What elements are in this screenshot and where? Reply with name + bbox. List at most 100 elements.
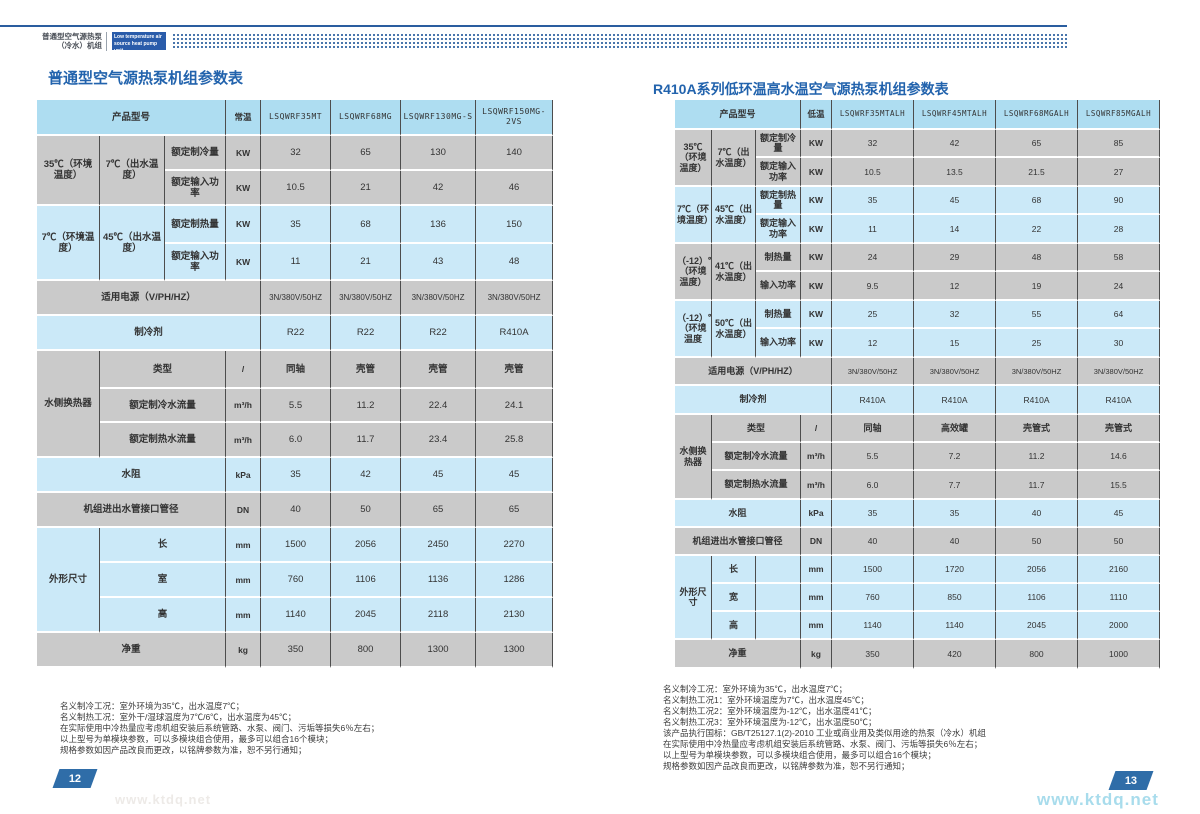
row-label: 机组进出水管接口管径 — [37, 493, 227, 528]
model-header: LSQWRF35MT — [261, 100, 332, 136]
model-header: LSQWRF85MGALH — [1078, 100, 1160, 130]
group-label: （-12）℃（环境温度） — [675, 244, 712, 301]
value-cell: 14 — [914, 215, 996, 244]
value-cell: 1110 — [1078, 584, 1160, 612]
value-cell: 2056 — [996, 556, 1078, 584]
value-cell: 40 — [261, 493, 332, 528]
row-label: 额定制热量 — [756, 187, 801, 215]
group-label: 水侧换热器 — [675, 415, 712, 500]
table-row: （-12）℃（环境温度 50℃（出水温度） 制热量 KW 25 32 55 64 — [675, 301, 1160, 358]
spacer-cell — [756, 556, 801, 584]
value-cell: 6.0 — [832, 471, 914, 500]
model-header: LSQWRF35MTALH — [832, 100, 914, 130]
table-row: 额定制热水流量 m³/h 6.0 7.7 11.7 15.5 — [675, 471, 1160, 500]
unit-cell: kPa — [226, 458, 262, 493]
unit-cell: KW — [226, 171, 262, 206]
value-cell: 10.5 — [261, 171, 332, 206]
page-number-right: 13 — [1108, 771, 1154, 790]
right-table-title: R410A系列低环温高水温空气源热泵机组参数表 — [653, 81, 949, 97]
row-label: 净重 — [675, 640, 801, 669]
value-cell: 1500 — [261, 528, 332, 563]
value-cell: 2160 — [1078, 556, 1160, 584]
value-cell: 150 — [476, 206, 554, 244]
value-cell: 40 — [832, 528, 914, 556]
table-row: 外形尺寸 长 mm 1500 1720 2056 2160 — [675, 556, 1160, 640]
group-label: 7℃（出水温度） — [712, 130, 756, 187]
value-cell: 50 — [1078, 528, 1160, 556]
unit-cell: KW — [801, 187, 832, 215]
value-cell: 6.0 — [261, 423, 332, 458]
unit-cell: m³/h — [226, 423, 262, 458]
footnote: 规格参数如因产品改良而更改，以铭牌参数为准，恕不另行通知； — [60, 745, 307, 755]
value-cell: 48 — [476, 244, 554, 281]
value-cell: R22 — [261, 316, 332, 351]
table-row: 机组进出水管接口管径 DN 40 50 65 65 — [37, 493, 554, 528]
page-header: 普通型空气源热泵 （冷水）机组 Low temperature air sour… — [0, 30, 1067, 54]
value-cell: 1136 — [401, 563, 477, 598]
table-row: 外形尺寸 长 mm 1500 2056 2450 2270 — [37, 528, 554, 633]
value-cell: 29 — [914, 244, 996, 272]
value-cell: 23.4 — [401, 423, 477, 458]
row-label: 额定制热量 — [165, 206, 227, 244]
right-footnotes: 名义制冷工况：室外环境为35℃，出水温度7℃； 名义制热工况1：室外环境温度为7… — [663, 684, 986, 772]
value-cell: 11.7 — [996, 471, 1078, 500]
value-cell: R410A — [996, 386, 1078, 415]
table-row: 水阻 kPa 35 42 45 45 — [37, 458, 554, 493]
table-row: 额定制冷水流量 m³/h 5.5 11.2 22.4 24.1 — [37, 389, 554, 423]
value-cell: 14.6 — [1078, 443, 1160, 471]
row-label: 适用电源（V/PH/HZ） — [675, 358, 832, 386]
value-cell: 760 — [261, 563, 332, 598]
row-label: 机组进出水管接口管径 — [675, 528, 801, 556]
right-spec-table: 产品型号 低温 LSQWRF35MTALH LSQWRF45MTALH LSQW… — [675, 100, 1160, 669]
unit-cell: kg — [801, 640, 832, 669]
value-cell: 21.5 — [996, 158, 1078, 187]
badge-line-2: source heat pump unit — [114, 41, 158, 54]
page-number-text: 12 — [68, 772, 82, 785]
row-label: 额定输入功率 — [756, 215, 801, 244]
value-cell: R22 — [401, 316, 477, 351]
group-label: 7℃（环境温度） — [37, 206, 100, 281]
footnote: 名义制热工况3：室外环境温度为-12℃，出水温度50℃； — [663, 717, 877, 727]
unit-cell: KW — [226, 206, 262, 244]
value-cell: R410A — [914, 386, 996, 415]
value-cell: 35 — [832, 500, 914, 528]
value-cell: 32 — [261, 136, 332, 171]
value-cell: 65 — [401, 493, 477, 528]
unit-cell: kg — [226, 633, 262, 668]
value-cell: 850 — [914, 584, 996, 612]
value-cell: 13.5 — [914, 158, 996, 187]
value-cell: 3N/380V/50HZ — [996, 358, 1078, 386]
row-label: 额定输入功率 — [756, 158, 801, 187]
unit-cell: kPa — [801, 500, 832, 528]
value-cell: 43 — [401, 244, 477, 281]
row-label: 高 — [712, 612, 756, 640]
value-cell: 3N/380V/50HZ — [914, 358, 996, 386]
value-cell: 22.4 — [401, 389, 477, 423]
model-header: LSQWRF130MG-S — [401, 100, 477, 136]
group-label: 50℃（出水温度） — [712, 301, 756, 358]
table-row: 宽 mm 760 850 1106 1110 — [675, 584, 1160, 612]
table-row: 净重 kg 350 800 1300 1300 — [37, 633, 554, 668]
value-cell: 45 — [476, 458, 554, 493]
left-footnotes: 名义制冷工况：室外环境为35℃，出水温度7℃； 名义制热工况：室外干/湿球温度为… — [60, 701, 379, 756]
value-cell: 65 — [331, 136, 402, 171]
value-cell: 90 — [1078, 187, 1160, 215]
unit-cell: KW — [801, 301, 832, 329]
spacer-cell — [756, 612, 801, 640]
product-line-zh-1: 普通型空气源热泵 — [42, 32, 102, 41]
model-header: LSQWRF150MG-2VS — [476, 100, 554, 136]
value-cell: 85 — [1078, 130, 1160, 158]
unit-cell: KW — [226, 136, 262, 171]
group-label: 7℃（出水温度） — [100, 136, 165, 206]
row-label: 额定制冷水流量 — [100, 389, 227, 423]
unit-cell: DN — [226, 493, 262, 528]
table-row: 输入功率 KW 12 15 25 30 — [675, 329, 1160, 358]
value-cell: 11 — [832, 215, 914, 244]
value-cell: 25 — [996, 329, 1078, 358]
table-row: 制冷剂 R410A R410A R410A R410A — [675, 386, 1160, 415]
value-cell: R410A — [476, 316, 554, 351]
footnote: 该产品执行国标：GB/T25127.1(2)-2010 工业或商业用及类似用途的… — [663, 728, 987, 738]
product-line-zh-2: （冷水）机组 — [57, 41, 102, 50]
table-row: 水侧换热器 类型 / 同轴 壳管 壳管 壳管 — [37, 351, 554, 458]
value-cell: 壳管式 — [1078, 415, 1160, 443]
